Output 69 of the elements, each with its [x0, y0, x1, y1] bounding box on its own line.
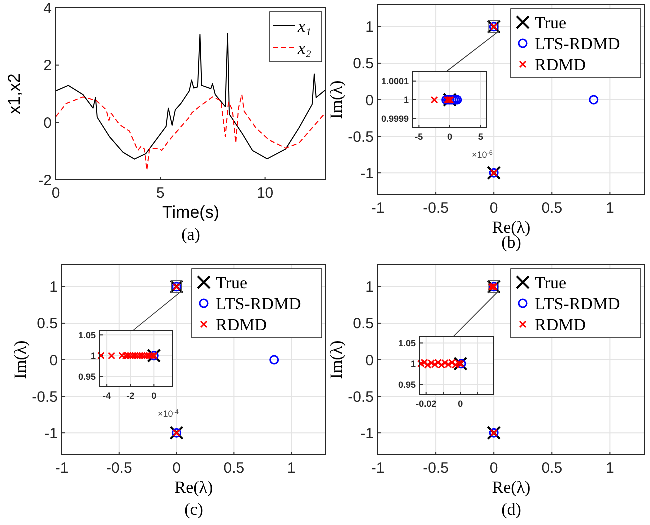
y-axis-title: Im(λ) — [327, 80, 346, 120]
y-tick-label: 1.0001 — [381, 76, 409, 86]
x-tick-label: -0.02 — [416, 399, 437, 409]
y-tick-label: -1 — [360, 425, 374, 442]
x-tick-label: 1 — [287, 460, 296, 477]
x-tick-label: 1 — [606, 200, 614, 217]
legend-label: RDMD — [535, 56, 586, 74]
y-tick-label: -1 — [360, 165, 374, 182]
legend-label: True — [216, 274, 248, 292]
y-tick-label: 1 — [50, 279, 58, 296]
y-tick-label: 1 — [90, 351, 96, 362]
y-tick-label: 0 — [366, 352, 374, 370]
y-tick-label: 1 — [404, 95, 409, 106]
y-tick-label: 0.95 — [78, 372, 96, 382]
y-tick-label: 4 — [44, 0, 52, 18]
text: (d) — [502, 500, 522, 519]
legend-label: LTS-RDMD — [535, 294, 620, 314]
x-axis-title: Re(λ) — [492, 478, 531, 497]
legend-label: LTS-RDMD — [535, 34, 620, 54]
x-tick-label: -2 — [126, 391, 135, 401]
x-tick-label: 5 — [478, 132, 484, 142]
legend-label: x₁ — [297, 17, 312, 36]
y-tick-label: 0.9999 — [381, 114, 409, 124]
y-tick-label: 1.05 — [78, 330, 96, 340]
legend-label: RDMD — [535, 316, 586, 334]
x-tick-label: 0.5 — [542, 460, 563, 477]
y-tick-label: 0.5 — [353, 316, 374, 333]
x-tick-label: 0.5 — [542, 200, 563, 217]
x-axis-title: Re(λ) — [492, 218, 531, 237]
x-tick-label: 0.5 — [224, 460, 245, 477]
text: (a) — [182, 225, 200, 244]
y-tick-label: 2 — [44, 58, 52, 75]
x-axis-title: Re(λ) — [174, 478, 214, 497]
y-tick-label: -2 — [38, 172, 52, 190]
x-tick-label: 0 — [172, 460, 181, 477]
legend-label: True — [535, 14, 566, 32]
y-tick-label: 0.95 — [398, 380, 416, 390]
x-tick-label: 0 — [447, 132, 453, 142]
y-tick-label: 1.05 — [398, 338, 416, 348]
x-tick-label: 1 — [606, 460, 614, 477]
y-tick-label: 0 — [366, 92, 374, 110]
annotation: ×10$^{-6}$ — [472, 150, 494, 160]
legend-label: True — [535, 274, 566, 292]
y-tick-label: 1 — [366, 19, 374, 36]
annotation: ×10$^{-4}$ — [158, 408, 180, 419]
x-tick-label: 0 — [490, 460, 498, 477]
text: (c) — [184, 500, 204, 519]
y-tick-label: 0.5 — [353, 56, 374, 73]
legend-label: x₂ — [297, 39, 312, 58]
x-tick-label: 5 — [156, 185, 165, 202]
y-tick-label: 1 — [366, 279, 374, 296]
x-tick-label: 0 — [490, 200, 498, 217]
y-tick-label: -1 — [44, 425, 58, 442]
legend-label: LTS-RDMD — [216, 294, 302, 314]
y-axis-title: Im(λ) — [327, 340, 346, 380]
y-axis-title: Im(λ) — [11, 340, 30, 380]
y-tick-label: 0.5 — [37, 316, 58, 333]
x-tick-label: 0 — [152, 391, 157, 401]
x-axis-title: Time(s) — [162, 203, 220, 222]
x-tick-label: 10 — [256, 185, 274, 202]
y-tick-label: 1 — [410, 359, 416, 370]
y-tick-label: 0 — [50, 352, 58, 370]
y-axis-title: x1,x2 — [5, 74, 24, 114]
x-tick-label: -4 — [103, 391, 112, 401]
x-tick-label: -0.5 — [106, 460, 132, 477]
x-tick-label: -0.5 — [423, 200, 449, 217]
x-tick-label: -0.5 — [423, 460, 449, 477]
legend-label: RDMD — [216, 316, 268, 334]
x-tick-label: -5 — [415, 132, 424, 142]
